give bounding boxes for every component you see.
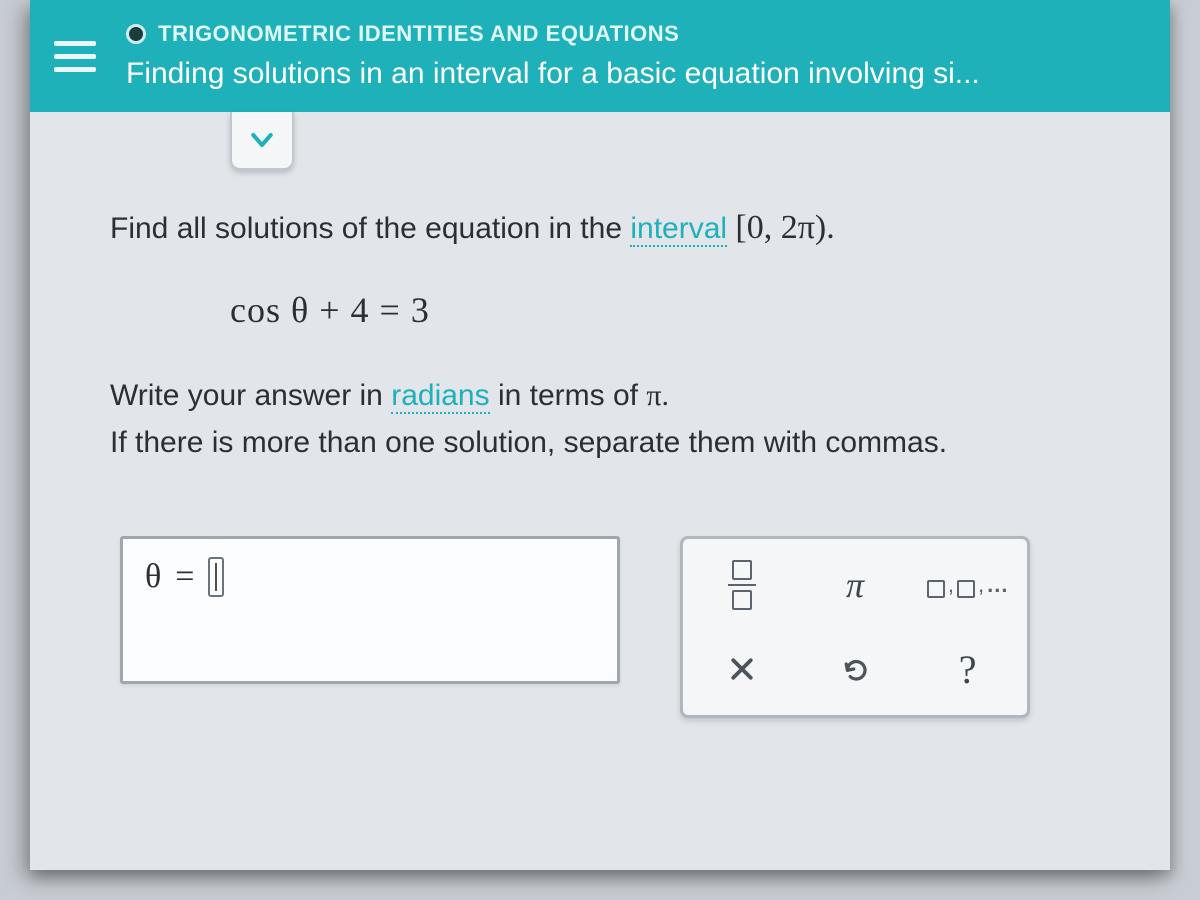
undo-icon [840,654,870,684]
answer-row: θ = π ,,... [120,536,1090,718]
category-label: TRIGONOMETRIC IDENTITIES AND EQUATIONS [158,21,679,47]
pi-tool[interactable]: π [808,553,903,617]
header-bar: TRIGONOMETRIC IDENTITIES AND EQUATIONS F… [30,0,1170,112]
app-frame: TRIGONOMETRIC IDENTITIES AND EQUATIONS F… [30,0,1170,870]
header-text: TRIGONOMETRIC IDENTITIES AND EQUATIONS F… [126,21,1146,91]
list-icon: ,,... [927,572,1009,598]
problem-content: Find all solutions of the equation in th… [30,112,1170,718]
hint-pre: Write your answer in [110,379,391,412]
interval-math: [0, 2π). [735,209,834,246]
hint-line-2: If there is more than one solution, sepa… [110,426,947,459]
answer-lhs: θ [145,558,161,596]
radians-link[interactable]: radians [391,379,489,414]
equation-display: cos θ + 4 = 3 [230,289,1090,331]
chevron-down-icon [247,125,277,155]
interval-link[interactable]: interval [630,212,727,247]
help-tool[interactable]: ? [920,637,1015,701]
topic-title: Finding solutions in an interval for a b… [126,57,1146,91]
hint-post: in terms of [490,379,647,412]
math-toolbox: π ,,... [680,536,1030,718]
category-row: TRIGONOMETRIC IDENTITIES AND EQUATIONS [126,21,1146,47]
collapse-tab[interactable] [230,112,294,170]
answer-eq: = [175,558,194,596]
answer-expression: θ = [145,557,595,597]
list-tool[interactable]: ,,... [920,553,1015,617]
instruction-pre: Find all solutions of the equation in th… [110,212,630,245]
answer-input-box[interactable]: θ = [120,536,620,684]
fraction-icon [728,560,756,611]
instruction-line-2: Write your answer in radians in terms of… [110,373,1090,466]
close-icon [727,654,757,684]
category-dot-icon [126,24,146,44]
instruction-line-1: Find all solutions of the equation in th… [110,202,1090,253]
clear-tool[interactable] [695,637,790,701]
answer-cursor[interactable] [208,557,224,597]
fraction-tool[interactable] [695,553,790,617]
undo-tool[interactable] [808,637,903,701]
hint-pi: π. [646,379,669,412]
menu-button[interactable] [54,33,100,79]
